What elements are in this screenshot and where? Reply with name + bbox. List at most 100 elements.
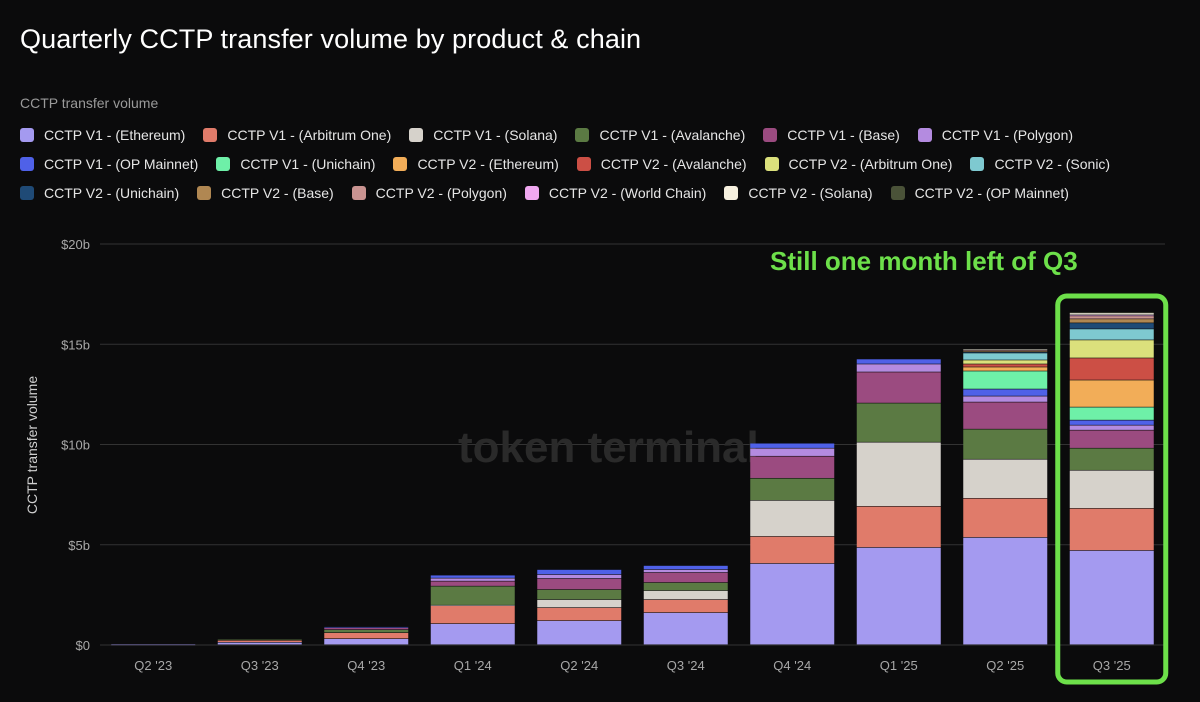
bar-segment <box>1069 420 1154 425</box>
legend-swatch <box>20 156 34 171</box>
bar-segment <box>324 627 409 630</box>
bar-segment <box>750 478 835 501</box>
x-tick-label: Q4 '24 <box>773 658 811 673</box>
legend-label: CCTP V1 - (Solana) <box>433 126 558 143</box>
legend-swatch <box>524 185 539 200</box>
bar-segment <box>324 626 409 628</box>
legend-row: CCTP V2 - (Unichain) CCTP V2 - (Base) CCTP… <box>20 178 1190 207</box>
bar-segment <box>1069 407 1154 420</box>
bar-segment <box>750 443 835 448</box>
bar-segment <box>1069 358 1154 380</box>
legend-item[interactable]: CCTP V1 - (Solana) <box>409 127 557 143</box>
legend-item[interactable]: CCTP V1 - (OP Mainnet) <box>20 156 198 172</box>
legend-row: CCTP V1 - (OP Mainnet) CCTP V1 - (Unichai… <box>20 149 1190 178</box>
bar-segment <box>1069 329 1154 340</box>
legend-item[interactable]: CCTP V2 - (Base) <box>197 185 334 201</box>
legend-label: CCTP V1 - (Base) <box>787 126 900 143</box>
legend-label: CCTP V1 - (Unichain) <box>240 155 376 172</box>
legend-swatch <box>917 127 932 142</box>
legend-item[interactable]: CCTP V1 - (Unichain) <box>216 156 375 172</box>
legend-item[interactable]: CCTP V2 - (Ethereum) <box>393 156 559 172</box>
bar-segment <box>324 632 409 639</box>
x-tick-label: Q4 '23 <box>347 658 385 673</box>
legend-item[interactable]: CCTP V1 - (Avalanche) <box>575 127 745 143</box>
highlight-box <box>1055 293 1169 685</box>
bar-segment <box>963 459 1048 499</box>
bar-segment <box>1069 340 1154 358</box>
bar-segment <box>643 565 728 570</box>
bar-segment <box>856 442 941 507</box>
bar-segment <box>430 575 515 578</box>
legend-label: CCTP V2 - (World Chain) <box>548 184 707 201</box>
y-tick-label: $20b <box>61 237 90 252</box>
bar-segment <box>963 396 1048 402</box>
y-axis-label: CCTP transfer volume <box>24 376 40 514</box>
x-tick-label: Q2 '25 <box>986 658 1024 673</box>
bar-segment <box>963 364 1048 367</box>
bar-segment <box>537 620 622 645</box>
legend-item[interactable]: CCTP V2 - (Avalanche) <box>576 156 747 172</box>
legend-swatch <box>576 156 591 171</box>
legend-swatch <box>970 156 985 171</box>
legend-swatch <box>409 127 424 142</box>
y-tick-label: $10b <box>61 438 90 453</box>
bar-segment <box>1069 315 1154 316</box>
x-tick-label: Q1 '24 <box>454 658 492 673</box>
bar-segment <box>963 371 1048 389</box>
bar-segment <box>1069 380 1154 407</box>
bar-segment <box>1069 319 1154 323</box>
legend-item[interactable]: CCTP V1 - (Polygon) <box>917 127 1073 143</box>
legend-label: CCTP V2 - (Solana) <box>748 184 873 201</box>
legend-item[interactable]: CCTP V1 - (Arbitrum One) <box>203 127 391 143</box>
bar-segment <box>963 349 1048 350</box>
x-axis-ticks: Q2 '23 Q3 '23 Q4 '23 Q1 '24 Q2 '24 Q3 '24 Q4 '… <box>134 658 1130 673</box>
bars <box>111 312 1154 646</box>
legend-swatch <box>764 156 779 171</box>
bar-segment <box>430 581 515 586</box>
chart-title: Quarterly CCTP transfer volume by produc… <box>20 24 642 54</box>
legend-item[interactable]: CCTP V2 - (Polygon) <box>351 184 507 201</box>
x-tick-label: Q2 '23 <box>134 658 172 673</box>
legend-swatch <box>890 185 905 200</box>
bar-segment <box>217 640 302 642</box>
legend-item[interactable]: CCTP V2 - (Sonic) <box>970 156 1110 172</box>
legend-item[interactable]: CCTP V2 - (OP Mainnet) <box>890 185 1069 201</box>
bar-segment <box>537 574 622 579</box>
legend-swatch <box>393 156 408 171</box>
bar-segment <box>963 353 1048 360</box>
bar-segment <box>643 569 728 573</box>
legend-swatch <box>197 185 212 200</box>
legend-label: CCTP V2 - (Sonic) <box>994 155 1111 172</box>
legend-label: CCTP V2 - (Arbitrum One) <box>788 155 953 172</box>
bar-segment <box>430 586 515 605</box>
legend-label: CCTP V2 - (Polygon) <box>375 184 507 201</box>
bar-segment <box>537 607 622 621</box>
legend-item[interactable]: CCTP V2 - (Solana) <box>724 184 873 201</box>
bar-segment <box>324 638 409 645</box>
legend-label: CCTP V1 - (OP Mainnet) <box>44 155 199 172</box>
legend-item[interactable]: CCTP V2 - (Unichain) <box>20 185 179 201</box>
legend-swatch <box>20 185 34 200</box>
legend-item[interactable]: CCTP V1 - (Base) <box>763 127 900 143</box>
bar-segment <box>963 352 1048 353</box>
legend-row: CCTP V1 - (Ethereum) CCTP V1 - (Arbitrum … <box>20 120 1190 149</box>
bar-segment <box>750 448 835 456</box>
legend-swatch <box>575 127 590 142</box>
y-tick-label: $15b <box>61 337 90 352</box>
legend-swatch <box>351 185 366 200</box>
legend-item[interactable]: CCTP V1 - (Ethereum) <box>20 127 185 143</box>
bar-segment <box>1069 425 1154 430</box>
bar-segment <box>856 403 941 442</box>
x-tick-label: Q3 '23 <box>241 658 279 673</box>
legend-label: CCTP V1 - (Avalanche) <box>599 126 746 143</box>
legend-item[interactable]: CCTP V2 - (World Chain) <box>524 184 707 201</box>
bar-segment <box>963 429 1048 459</box>
bar-segment <box>643 590 728 600</box>
bar-segment <box>1069 430 1154 448</box>
bar-segment <box>856 506 941 548</box>
legend-item[interactable]: CCTP V2 - (Arbitrum One) <box>764 155 953 172</box>
legend-swatch <box>724 185 739 200</box>
bar-segment <box>856 364 941 372</box>
bar-segment <box>1069 313 1154 315</box>
